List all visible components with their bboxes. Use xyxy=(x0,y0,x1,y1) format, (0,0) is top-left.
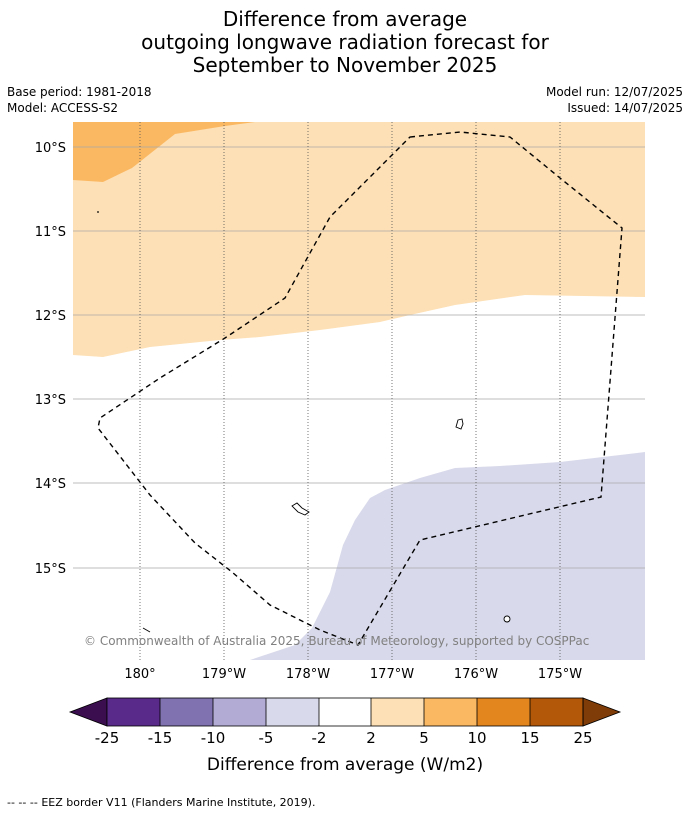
island-central xyxy=(291,502,310,516)
eez-legend-symbol: -- -- -- xyxy=(7,796,38,809)
lat-label-12s: 12°S xyxy=(35,309,66,324)
colorbar-tick-8: 10 xyxy=(467,729,486,747)
colorbar-tick-3: -10 xyxy=(201,729,226,747)
issued-date: Issued: 14/07/2025 xyxy=(567,101,683,115)
anomaly-region-orange xyxy=(73,122,255,182)
colorbar-tick-4: -5 xyxy=(259,729,274,747)
meta-right: Model run: 12/07/2025 Issued: 14/07/2025 xyxy=(546,84,683,116)
colorbar-over-triangle xyxy=(582,697,622,727)
island-east xyxy=(455,418,464,430)
colorbar-segment-5 xyxy=(319,698,371,726)
graticule xyxy=(73,146,645,569)
longitude-labels: 180° 179°W 178°W 177°W 176°W 175°W xyxy=(124,667,582,682)
colorbar-segment-7 xyxy=(424,698,477,726)
lat-label-10s: 10°S xyxy=(35,141,66,156)
anomaly-region-light-purple xyxy=(250,452,645,660)
map-plot: © Commonwealth of Australia 2025, Bureau… xyxy=(73,122,645,660)
lon-label-175w: 175°W xyxy=(538,667,582,682)
eez-border xyxy=(97,131,623,646)
lat-label-13s: 13°S xyxy=(35,393,66,408)
title-line-3: September to November 2025 xyxy=(192,53,498,77)
title-line-2: outgoing longwave radiation forecast for xyxy=(141,30,549,54)
map-title: Difference from average outgoing longwav… xyxy=(0,8,690,77)
island-southwest xyxy=(142,627,151,633)
title-line-1: Difference from average xyxy=(222,7,468,31)
meta-left: Base period: 1981-2018 Model: ACCESS-S2 xyxy=(7,84,152,116)
colorbar-under-triangle xyxy=(68,697,108,727)
colorbar-segment-3 xyxy=(213,698,266,726)
lat-label-11s: 11°S xyxy=(35,225,66,240)
lon-label-180: 180° xyxy=(124,667,155,682)
lon-label-179w: 179°W xyxy=(202,667,246,682)
base-period: Base period: 1981-2018 xyxy=(7,85,152,99)
colorbar-label: Difference from average (W/m2) xyxy=(207,755,483,775)
colorbar-segment-4 xyxy=(266,698,319,726)
lon-label-176w: 176°W xyxy=(454,667,498,682)
colorbar-tick-1: -25 xyxy=(95,729,120,747)
colorbar-segment-2 xyxy=(160,698,213,726)
model-name: Model: ACCESS-S2 xyxy=(7,101,119,115)
colorbar-segment-1 xyxy=(107,698,160,726)
colorbar-ticks: -25 -15 -10 -5 -2 2 5 10 15 25 xyxy=(95,729,593,747)
colorbar-segment-8 xyxy=(477,698,530,726)
colorbar-tick-5: -2 xyxy=(312,729,327,747)
anomaly-region-light-orange xyxy=(73,122,645,357)
colorbar-tick-9: 15 xyxy=(520,729,539,747)
lat-label-15s: 15°S xyxy=(35,562,66,577)
colorbar-tick-6: 2 xyxy=(366,729,376,747)
lon-label-177w: 177°W xyxy=(370,667,414,682)
eez-legend: -- -- -- EEZ border V11 (Flanders Marine… xyxy=(7,796,315,809)
colorbar: -25 -15 -10 -5 -2 2 5 10 15 25 Differenc… xyxy=(68,697,622,775)
model-run: Model run: 12/07/2025 xyxy=(545,85,683,99)
island-northwest xyxy=(97,211,99,213)
islands xyxy=(97,211,511,633)
colorbar-tick-7: 5 xyxy=(419,729,429,747)
colorbar-segment-9 xyxy=(530,698,583,726)
colorbar-tick-10: 25 xyxy=(573,729,592,747)
eez-legend-text: EEZ border V11 (Flanders Marine Institut… xyxy=(41,796,316,809)
island-southeast xyxy=(503,615,511,623)
colorbar-tick-2: -15 xyxy=(148,729,173,747)
lon-label-178w: 178°W xyxy=(286,667,330,682)
latitude-labels: 10°S 11°S 12°S 13°S 14°S 15°S xyxy=(35,141,66,577)
map-credit: © Commonwealth of Australia 2025, Bureau… xyxy=(84,634,589,648)
lat-label-14s: 14°S xyxy=(35,477,66,492)
colorbar-segment-6 xyxy=(371,698,424,726)
